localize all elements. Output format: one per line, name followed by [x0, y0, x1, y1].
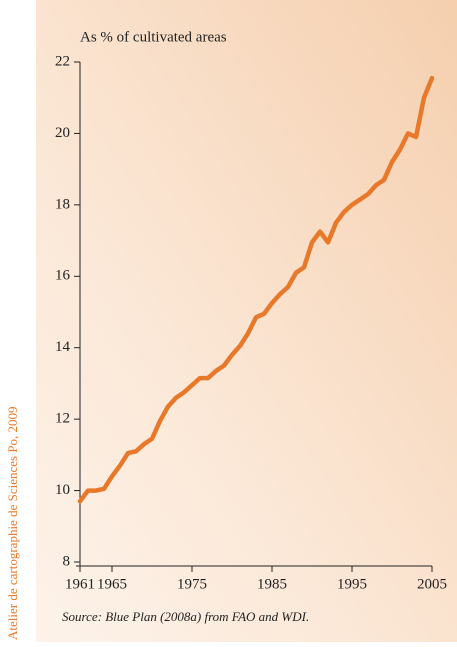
y-tick-label: 16 — [55, 268, 71, 284]
x-tick-label: 2005 — [417, 576, 447, 592]
y-tick-label: 22 — [55, 53, 70, 69]
axis-label: As % of cultivated areas — [80, 29, 227, 45]
y-tick-label: 14 — [55, 339, 71, 355]
y-tick-label: 18 — [55, 196, 70, 212]
panel — [36, 0, 457, 642]
x-tick-label: 1965 — [97, 576, 127, 592]
credit: Atelier de cartographie de Sciences Po, … — [5, 406, 20, 640]
x-tick-label: 1985 — [257, 576, 287, 592]
line — [77, 75, 435, 504]
y-tick-label: 12 — [55, 411, 70, 427]
x-tick-label: 1995 — [337, 576, 367, 592]
y-tick-label: 10 — [55, 482, 70, 498]
y-tick-label: 20 — [55, 125, 70, 141]
x-tick-label: 1975 — [177, 576, 207, 592]
x-tick-label: 1961 — [65, 576, 95, 592]
y-tick-label: 8 — [63, 553, 71, 569]
source: Source: Blue Plan (2008a) from FAO and W… — [62, 609, 309, 624]
